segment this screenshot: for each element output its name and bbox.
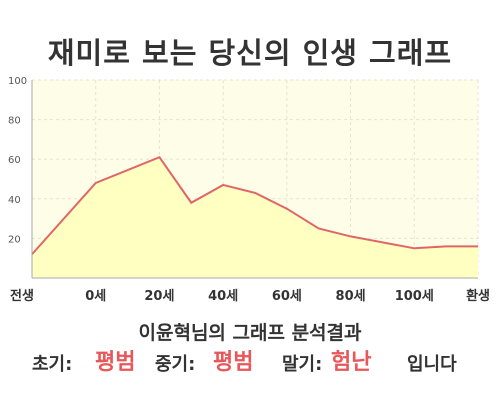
x-tick-label: 환생 <box>466 288 490 304</box>
x-tick-label: 40세 <box>208 289 238 304</box>
analysis-result: 초기: 평범 중기: 평범 말기: 험난 입니다 <box>0 347 500 383</box>
middle-value: 평범 <box>213 350 254 375</box>
middle-label: 중기: <box>155 354 196 375</box>
x-axis-ticks: 전생 0세 20세 40세 60세 80세 100세 환생 <box>10 288 490 304</box>
y-tick-label: 80 <box>8 116 21 127</box>
early-value: 평범 <box>95 350 136 375</box>
y-tick-label: 100 <box>8 76 27 87</box>
life-line <box>31 155 478 255</box>
y-axis-ticks: 20 40 60 80 100 <box>8 76 27 245</box>
life-area <box>32 157 478 278</box>
early-label: 초기: <box>32 354 73 375</box>
x-tick-label: 60세 <box>272 289 302 304</box>
analysis-subtitle: 이윤혁님의 그래프 분석결과 <box>138 322 362 344</box>
x-tick-label: 0세 <box>85 289 106 304</box>
life-chart: 20 40 60 80 100 전생 0세 20세 40세 60세 80세 100세 환생 <box>8 76 490 304</box>
late-value: 험난 <box>331 350 372 375</box>
x-tick-label: 20세 <box>144 289 174 304</box>
y-tick-label: 40 <box>8 195 21 206</box>
y-tick-label: 20 <box>8 234 21 245</box>
x-tick-label: 100세 <box>395 289 434 304</box>
x-tick-label: 80세 <box>336 289 366 304</box>
y-tick-label: 60 <box>8 155 21 166</box>
result-ending: 입니다 <box>407 354 457 375</box>
x-tick-label: 전생 <box>10 288 34 304</box>
late-label: 말기: <box>282 354 323 375</box>
page-title: 재미로 보는 당신의 인생 그래프 <box>47 36 453 70</box>
